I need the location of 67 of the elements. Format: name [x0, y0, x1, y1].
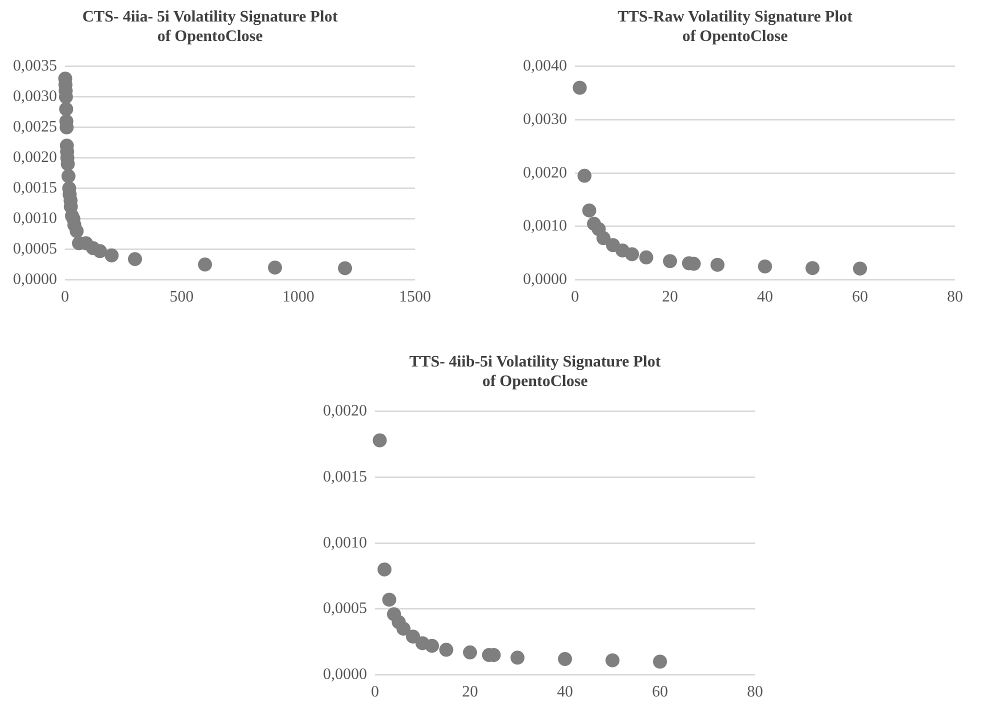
x-tick-label: 20: [662, 288, 678, 306]
point: [463, 645, 477, 660]
y-tick-label: 0,0000: [523, 271, 567, 288]
y-tick-label: 0,0040: [523, 58, 567, 75]
point: [198, 258, 212, 272]
y-tick-label: 0,0030: [523, 110, 567, 128]
point: [70, 224, 84, 238]
y-tick-label: 0,0020: [323, 402, 367, 420]
point: [268, 260, 282, 275]
y-tick-label: 0,0020: [523, 164, 567, 182]
point: [338, 261, 352, 276]
y-tick-label: 0,0010: [13, 210, 57, 228]
y-tick-label: 0,0015: [13, 180, 57, 197]
y-tick-label: 0,0005: [13, 240, 57, 258]
point: [378, 562, 392, 576]
point: [639, 250, 654, 264]
x-tick-label: 1500: [399, 288, 431, 306]
point: [558, 652, 572, 666]
x-tick-label: 40: [557, 684, 573, 701]
x-tick-label: 0: [571, 288, 579, 306]
y-tick-label: 0,0025: [13, 118, 57, 136]
x-tick-label: 500: [170, 288, 194, 306]
chart-title: TTS- 4iib-5i Volatility Signature Plot of OpentoClose: [409, 354, 662, 390]
point: [710, 258, 724, 272]
point: [510, 650, 524, 665]
y-tick-label: 0,0020: [13, 149, 57, 166]
point: [853, 262, 867, 276]
y-tick-label: 0,0035: [13, 58, 57, 75]
point: [59, 102, 74, 116]
y-tick-label: 0,0010: [323, 534, 367, 552]
x-tick-label: 40: [757, 288, 773, 306]
point: [62, 169, 76, 184]
chart-title: CTS- 4iia- 5i Volatility Signature Plot of OpentoClose: [82, 8, 338, 45]
point: [758, 259, 772, 274]
x-tick-label: 0: [371, 684, 379, 701]
point: [93, 244, 107, 258]
point: [406, 630, 420, 644]
point: [128, 252, 142, 266]
point: [582, 203, 596, 218]
point: [653, 654, 667, 669]
point: [572, 80, 587, 95]
point: [372, 433, 387, 448]
y-tick-label: 0,0000: [13, 271, 57, 288]
y-tick-label: 0,0010: [523, 218, 567, 235]
point: [425, 638, 439, 653]
x-tick-label: 0: [61, 288, 69, 306]
point: [104, 248, 119, 262]
y-tick-label: 0,0000: [323, 666, 367, 684]
x-tick-label: 60: [652, 684, 668, 701]
y-tick-label: 0,0005: [323, 600, 367, 618]
point: [606, 653, 620, 668]
point: [625, 247, 639, 262]
x-tick-label: 20: [462, 684, 478, 701]
y-tick-label: 0,0015: [323, 468, 367, 486]
y-tick-label: 0,0030: [13, 88, 57, 106]
x-tick-label: 1000: [282, 288, 314, 306]
point: [396, 622, 410, 636]
point: [382, 592, 396, 607]
point: [806, 261, 820, 276]
x-tick-label: 80: [947, 288, 963, 306]
chart-title: TTS-Raw Volatility Signature Plot of OpentoClose: [618, 8, 854, 45]
point: [663, 254, 677, 268]
x-tick-label: 60: [852, 288, 868, 306]
point: [578, 168, 592, 183]
point: [439, 642, 454, 657]
point: [596, 231, 610, 246]
x-tick-label: 80: [747, 684, 763, 701]
